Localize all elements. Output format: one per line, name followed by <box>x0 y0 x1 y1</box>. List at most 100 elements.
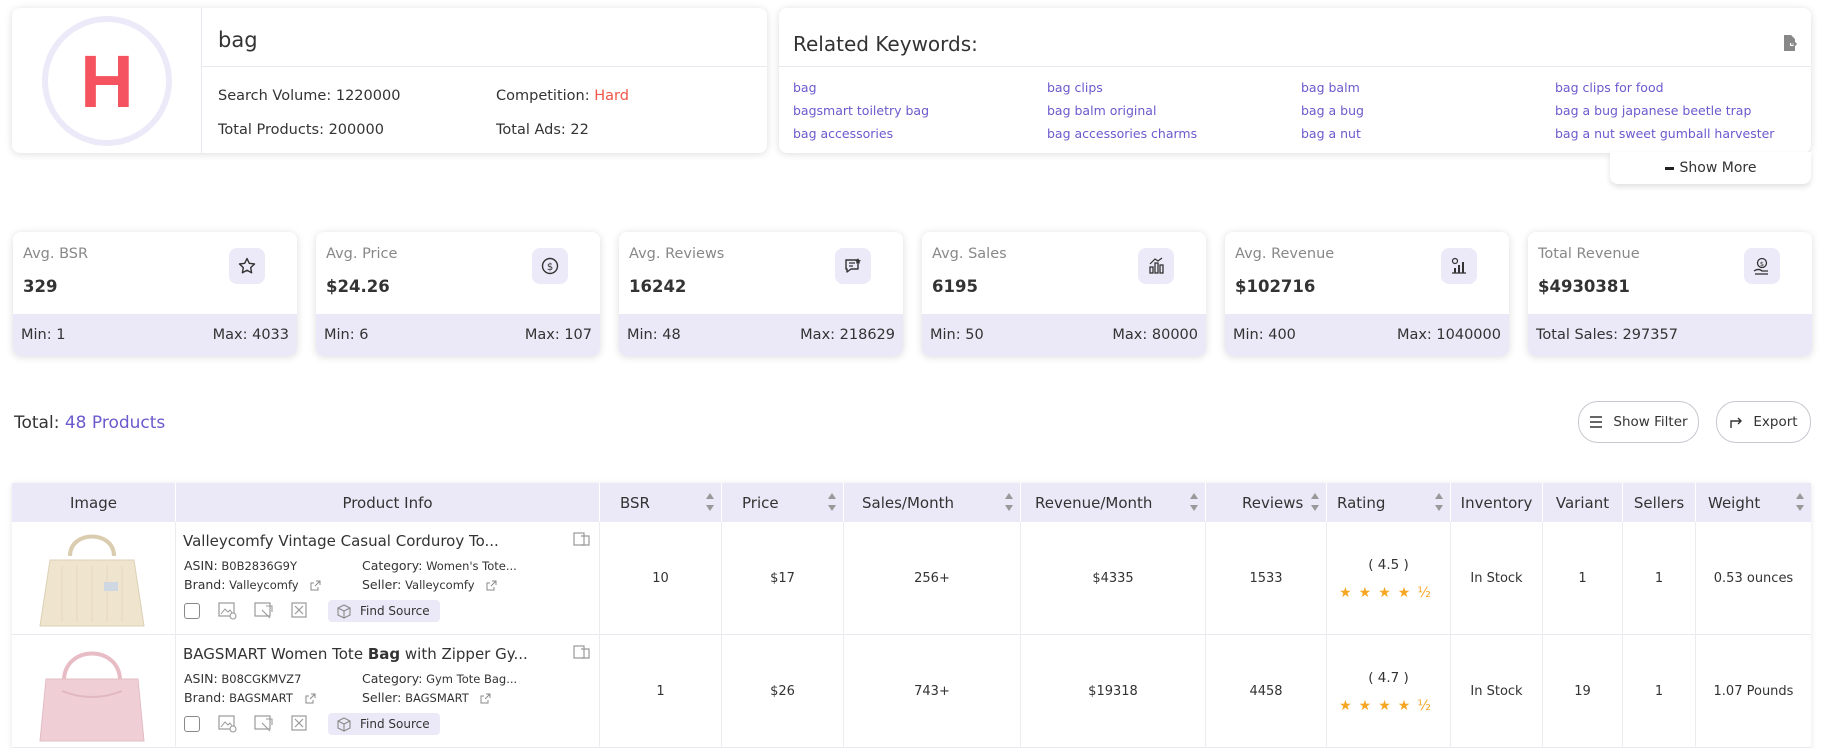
brand-label: Brand: <box>184 577 226 592</box>
table-row[interactable]: Valleycomfy Vintage Casual Corduroy To..… <box>12 522 1811 635</box>
sales-cell: 256+ <box>844 522 1021 635</box>
stat-label: Total Revenue <box>1538 246 1640 262</box>
related-keyword-link[interactable]: bag a bug japanese beetle trap <box>1555 103 1752 118</box>
sort-arrows-icon[interactable] <box>827 491 837 513</box>
related-keyword-link[interactable]: bag balm <box>1301 80 1360 95</box>
related-keyword-link[interactable]: bag a nut sweet gumball harvester <box>1555 126 1775 141</box>
weight-cell: 1.07 Pounds <box>1713 684 1794 699</box>
category-label: Category: <box>362 558 423 573</box>
stat-card-avg-revenue: Avg. Revenue $102716 Min: 400 Max: 10400… <box>1225 232 1509 356</box>
sellers-cell: 1 <box>1623 522 1696 635</box>
image-search-icon[interactable] <box>218 715 238 733</box>
column-label: BSR <box>620 493 650 512</box>
sort-arrows-icon[interactable] <box>1795 491 1805 513</box>
find-source-button[interactable]: Find Source <box>328 600 440 622</box>
brand-label: Brand: <box>184 690 226 705</box>
stat-min: Min: 6 <box>324 327 369 343</box>
product-title[interactable]: Valleycomfy Vintage Casual Corduroy To..… <box>183 532 499 550</box>
product-title[interactable]: BAGSMART Women Tote Bag with Zipper Gy..… <box>183 645 528 663</box>
asin-label: ASIN: <box>184 558 218 573</box>
revenue-cell: $4335 <box>1021 522 1206 635</box>
sort-arrows-icon[interactable] <box>1189 491 1199 513</box>
brand-value: Valleycomfy <box>229 578 299 592</box>
show-filter-button[interactable]: Show Filter <box>1578 401 1699 443</box>
column-header-rating[interactable]: Rating <box>1327 483 1451 522</box>
column-label: Image <box>70 493 117 512</box>
sort-arrows-icon[interactable] <box>1004 491 1014 513</box>
products-table: Image Product Info BSR Price Sales/Month… <box>12 483 1811 749</box>
revenue-cell: $19318 <box>1021 635 1206 748</box>
compare-icon[interactable] <box>573 532 591 546</box>
export-button[interactable]: Export <box>1716 401 1811 443</box>
stat-label: Avg. Revenue <box>1235 246 1335 262</box>
box-icon <box>337 717 351 732</box>
inventory-cell: In Stock <box>1451 522 1543 635</box>
total-products-value: 200000 <box>328 122 384 138</box>
column-header-sales-month[interactable]: Sales/Month <box>844 483 1021 522</box>
column-label: Sellers <box>1633 493 1685 512</box>
product-image[interactable] <box>32 526 152 632</box>
external-link-icon[interactable] <box>480 693 491 704</box>
search-volume: Search Volume: 1220000 <box>218 88 400 104</box>
related-keyword-link[interactable]: bag accessories <box>793 126 894 141</box>
stat-range: Min: 6 Max: 107 <box>316 314 600 356</box>
compare-icon[interactable] <box>573 645 591 659</box>
column-label: Product Info <box>342 493 433 512</box>
stat-label: Avg. BSR <box>23 246 89 262</box>
related-keyword-link[interactable]: bag <box>793 80 817 95</box>
related-keyword-link[interactable]: bag balm original <box>1047 103 1157 118</box>
svg-text:$: $ <box>547 262 553 273</box>
asin-label: ASIN: <box>184 671 218 686</box>
column-header-reviews[interactable]: Reviews <box>1206 483 1327 522</box>
total-count: 48 Products <box>64 413 166 433</box>
stat-value: 16242 <box>629 277 687 296</box>
related-keyword-link[interactable]: bag a bug <box>1301 103 1364 118</box>
total-label: Total: <box>14 413 60 433</box>
external-link-icon[interactable] <box>486 580 497 591</box>
show-more-button[interactable]: Show More <box>1610 152 1811 184</box>
sales-cell: 743+ <box>844 635 1021 748</box>
rating-value: ( 4.5 ) <box>1368 556 1409 573</box>
sort-arrows-icon[interactable] <box>1434 491 1444 513</box>
tag-image-icon[interactable] <box>254 602 274 620</box>
competition-value: Hard <box>594 88 629 104</box>
related-keyword-link[interactable]: bag clips for food <box>1555 80 1664 95</box>
product-brand: Brand: BAGSMART <box>184 690 316 705</box>
total-products: Total Products: 200000 <box>218 122 384 138</box>
column-header-price[interactable]: Price <box>722 483 844 522</box>
sort-arrows-icon[interactable] <box>705 491 715 513</box>
related-keyword-link[interactable]: bag clips <box>1047 80 1103 95</box>
product-asin: ASIN: B08CGKMVZ7 <box>184 671 301 686</box>
external-link-icon[interactable] <box>305 693 316 704</box>
stat-range: Total Sales: 297357 <box>1528 314 1812 356</box>
remove-icon[interactable] <box>290 715 310 733</box>
stat-max: Max: 80000 <box>1112 327 1198 343</box>
related-keyword-link[interactable]: bag a nut <box>1301 126 1361 141</box>
find-source-label: Find Source <box>360 717 430 731</box>
column-header-bsr[interactable]: BSR <box>600 483 722 522</box>
column-label: Variant <box>1555 493 1610 512</box>
stat-label: Avg. Reviews <box>629 246 725 262</box>
stat-card-avg-price: Avg. Price $24.26 $ Min: 6 Max: 107 <box>316 232 600 356</box>
product-category: Category: Women's Tote... <box>362 558 517 573</box>
sort-arrows-icon[interactable] <box>1310 491 1320 513</box>
seller-value: Valleycomfy <box>405 578 475 592</box>
export-file-icon[interactable] <box>1781 34 1799 52</box>
external-link-icon[interactable] <box>310 580 321 591</box>
stat-label: Avg. Sales <box>932 246 1007 262</box>
remove-icon[interactable] <box>290 602 310 620</box>
select-checkbox[interactable] <box>184 603 200 619</box>
related-keyword-link[interactable]: bagsmart toiletry bag <box>793 103 930 118</box>
find-source-button[interactable]: Find Source <box>328 713 440 735</box>
column-header-revenue-month[interactable]: Revenue/Month <box>1021 483 1206 522</box>
reviews-cell: 4458 <box>1206 635 1327 748</box>
svg-text:$: $ <box>1760 260 1764 268</box>
select-checkbox[interactable] <box>184 716 200 732</box>
column-label: Weight <box>1708 493 1761 512</box>
related-keyword-link[interactable]: bag accessories charms <box>1047 126 1198 141</box>
product-image[interactable] <box>32 639 152 745</box>
column-header-weight[interactable]: Weight <box>1696 483 1811 522</box>
tag-image-icon[interactable] <box>254 715 274 733</box>
table-row[interactable]: BAGSMART Women Tote Bag with Zipper Gy..… <box>12 635 1811 748</box>
image-search-icon[interactable] <box>218 602 238 620</box>
